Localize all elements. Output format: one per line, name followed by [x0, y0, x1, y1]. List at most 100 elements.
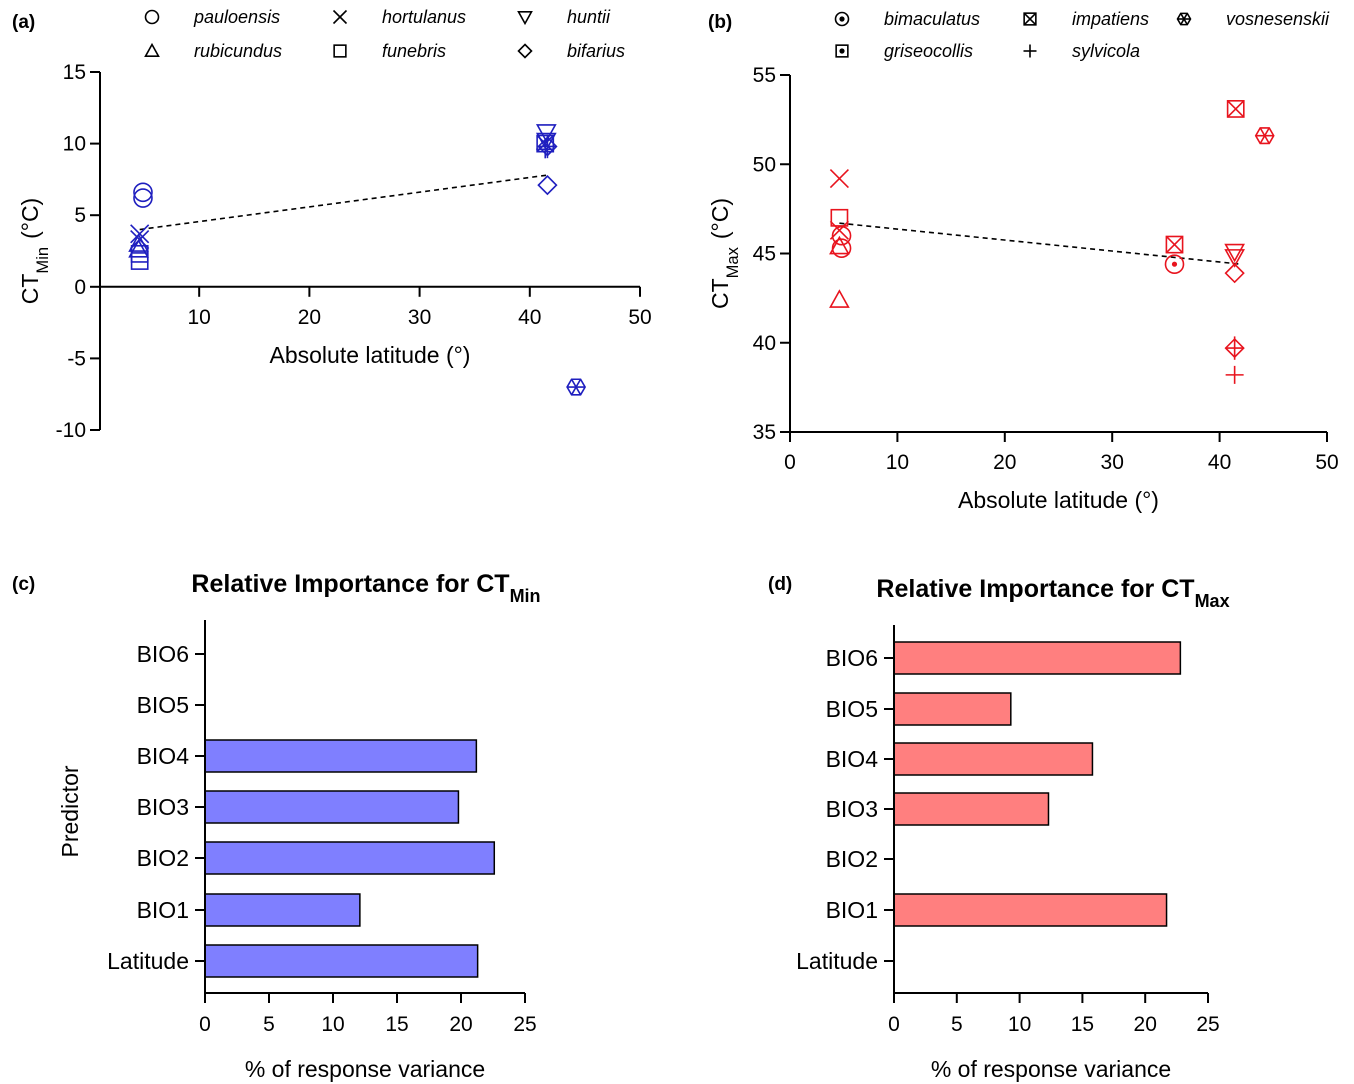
y-axis-label: Predictor — [57, 765, 83, 857]
bar-BIO2 — [204, 841, 496, 875]
data-point-square-x — [1226, 100, 1245, 118]
data-point-diamond — [1224, 263, 1245, 284]
y-axis-label-unit: (°C) — [17, 198, 43, 239]
trend-line — [839, 222, 1242, 266]
marker-circle — [831, 238, 852, 258]
x-tick-label: 20 — [993, 451, 1016, 474]
y-axis-label-base: CT — [707, 278, 733, 309]
legend-marker-griseocollis — [835, 44, 849, 58]
bar-BIO3 — [204, 790, 460, 824]
legend-marker-bifarius — [517, 43, 533, 59]
x-tick-label: 10 — [321, 1013, 344, 1036]
marker-square — [130, 252, 149, 270]
legend-label-funebris: funebris — [382, 41, 446, 61]
x-tick-label: 0 — [888, 1013, 900, 1036]
legend-label-sylvicola: sylvicola — [1072, 41, 1140, 61]
bar-panel-c: Relative Importance for CTMin BIO6 BIO5 BIO… — [57, 570, 541, 1082]
x-tick-label: 40 — [1208, 451, 1231, 474]
bar-BIO1 — [893, 893, 1168, 927]
legend-marker-bimaculatus — [834, 11, 850, 27]
marker-stroke — [1023, 12, 1037, 26]
marker-square — [835, 44, 849, 58]
y-tick-label: 10 — [63, 133, 86, 156]
panel-label-c: (c) — [12, 574, 35, 595]
marker-square — [333, 44, 347, 58]
legend-label-bifarius: bifarius — [567, 41, 625, 61]
x-tick-label: 25 — [513, 1013, 536, 1036]
x-tick-label: 15 — [385, 1013, 408, 1036]
marker-circle — [133, 182, 153, 203]
category-label: BIO5 — [826, 696, 878, 722]
data-point-hex-x — [1254, 127, 1275, 145]
y-tick-label: 5 — [74, 204, 86, 227]
y-axis-label: CTMax (°C) — [707, 198, 742, 309]
category-label: BIO3 — [826, 796, 878, 822]
y-tick-label: 40 — [753, 332, 776, 355]
marker-triangle — [829, 289, 850, 308]
trend-line — [139, 174, 548, 231]
y-tick-label: -5 — [67, 347, 86, 370]
legend-marker-hortulanus — [332, 9, 348, 25]
marker-triangle — [1224, 249, 1245, 268]
data-point-hex-x — [566, 378, 587, 396]
legend-label-hortulanus: hortulanus — [382, 7, 466, 27]
chart-title-sub: Min — [510, 586, 541, 606]
marker-stroke — [1259, 127, 1270, 144]
category-label: BIO4 — [826, 746, 879, 772]
x-axis-label: Absolute latitude (°) — [270, 342, 471, 368]
marker-triangle — [1224, 243, 1245, 263]
panel-label-a: (a) — [12, 12, 35, 33]
data-point-triangle-up — [829, 235, 850, 255]
marker-square — [1226, 100, 1245, 118]
data-point-circle-dot — [1164, 254, 1185, 275]
marker-circle — [133, 188, 153, 208]
data-point-triangle-down — [1224, 243, 1245, 263]
category-label: BIO4 — [137, 743, 190, 769]
scatter-panel-a: 10 20 30 40 50 -10 -5 0 5 10 15 Absolute latitude (… — [17, 7, 652, 442]
x-tick-label: 10 — [886, 451, 909, 474]
y-tick-label: -10 — [56, 419, 86, 442]
data-point-plus — [536, 140, 555, 159]
legend-marker-funebris — [333, 44, 347, 58]
x-tick-label: 0 — [784, 451, 796, 474]
marker-square — [1165, 235, 1184, 254]
category-label: BIO2 — [826, 846, 878, 872]
x-tick-label: 20 — [449, 1013, 472, 1036]
marker-dot — [1171, 261, 1178, 267]
x-axis-label: Absolute latitude (°) — [958, 487, 1159, 513]
data-point-circle — [133, 188, 153, 208]
x-tick-label: 30 — [1101, 451, 1124, 474]
y-axis-label-base: CT — [17, 274, 43, 305]
bar-panel-d: Relative Importance for CTMax BIO6 BIO5 BIO… — [796, 575, 1229, 1082]
x-tick-label: 10 — [1008, 1013, 1031, 1036]
marker-stroke — [1227, 100, 1245, 118]
panel-label-d: (d) — [768, 574, 792, 595]
category-label: BIO6 — [826, 645, 878, 671]
data-point-x — [130, 224, 150, 244]
x-tick-label: 40 — [518, 306, 541, 329]
legend-marker-sylvicola — [1023, 44, 1037, 58]
x-tick-label: 50 — [628, 306, 651, 329]
data-point-triangle-up — [829, 289, 850, 308]
x-tick-label: 10 — [188, 306, 211, 329]
x-tick-label: 5 — [263, 1013, 275, 1036]
legend-label-huntii: huntii — [567, 7, 611, 27]
data-point-diamond-plus — [1224, 336, 1245, 360]
marker-diamond — [537, 174, 558, 196]
category-label: Latitude — [107, 948, 189, 974]
bar-BIO4 — [893, 742, 1094, 776]
marker-stroke — [829, 168, 849, 189]
marker-circle — [834, 11, 850, 27]
data-point-triangle-up — [128, 233, 149, 252]
y-axis-label: CTMin (°C) — [17, 198, 52, 304]
data-point-x — [829, 220, 849, 240]
x-tick-label: 30 — [408, 306, 431, 329]
scatter-panel-b: 0 10 20 30 40 50 35 40 45 50 55 Absolute latitude (… — [707, 9, 1339, 513]
marker-diamond — [1224, 263, 1245, 284]
bar-BIO5 — [893, 692, 1012, 726]
bar-Latitude — [204, 944, 479, 978]
marker-dot — [839, 48, 845, 54]
marker-square — [830, 208, 849, 227]
marker-stroke — [332, 9, 348, 25]
marker-square — [1023, 12, 1037, 26]
